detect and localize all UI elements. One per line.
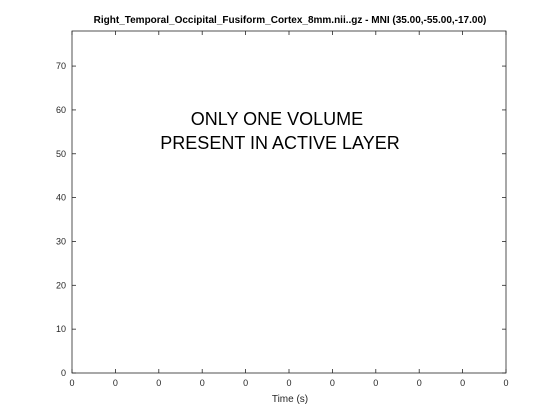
message-line-1: ONLY ONE VOLUME: [191, 109, 363, 129]
x-tick-label: 0: [200, 378, 205, 388]
x-tick-label: 0: [69, 378, 74, 388]
x-axis-label: Time (s): [272, 394, 308, 405]
message-line-2: PRESENT IN ACTIVE LAYER: [160, 133, 399, 153]
x-tick-label: 0: [373, 378, 378, 388]
y-tick-label: 60: [56, 105, 66, 115]
x-tick-label: 0: [113, 378, 118, 388]
x-tick-label: 0: [156, 378, 161, 388]
x-tick-label: 0: [286, 378, 291, 388]
y-tick-label: 10: [56, 324, 66, 334]
x-tick-label: 0: [243, 378, 248, 388]
x-axis-ticks: 0 0 0 0 0 0 0 0 0 0 0: [69, 31, 509, 388]
plot-title: Right_Temporal_Occipital_Fusiform_Cortex…: [94, 15, 487, 26]
plot-area: [71, 30, 507, 374]
y-tick-label: 40: [56, 193, 66, 203]
x-tick-label: 0: [503, 378, 508, 388]
y-tick-label: 30: [56, 236, 66, 246]
x-tick-label: 0: [417, 378, 422, 388]
y-tick-label: 70: [56, 61, 66, 71]
y-tick-label: 0: [61, 368, 66, 378]
y-axis-ticks: 0 10 20 30 40 50 60 70: [56, 61, 506, 378]
y-tick-label: 50: [56, 149, 66, 159]
x-tick-label: 0: [330, 378, 335, 388]
y-tick-label: 20: [56, 280, 66, 290]
x-tick-label: 0: [460, 378, 465, 388]
